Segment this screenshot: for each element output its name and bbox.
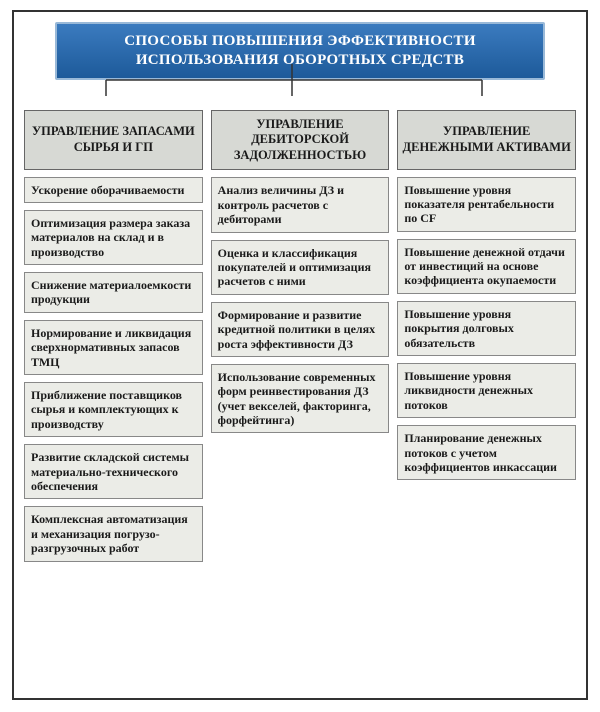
column-inventory: УПРАВЛЕНИЕ ЗАПАСАМИ СЫРЬЯ И ГП Ускорение… [24, 110, 203, 562]
column-header: УПРАВЛЕНИЕ ЗАПАСАМИ СЫРЬЯ И ГП [24, 110, 203, 170]
list-item: Приближение поставщиков сырья и комплект… [24, 382, 203, 437]
diagram-frame: СПОСОБЫ ПОВЫШЕНИЯ ЭФФЕКТИВНОСТИ ИСПОЛЬЗО… [12, 10, 588, 700]
list-item: Использование современных форм реинвести… [211, 364, 390, 434]
list-item: Оптимизация размера заказа материалов на… [24, 210, 203, 265]
list-item: Повышение денежной отдачи от инвестиций … [397, 239, 576, 294]
list-item: Планирование денежных потоков с учетом к… [397, 425, 576, 480]
column-header: УПРАВЛЕНИЕ ДЕБИТОРСКОЙ ЗАДОЛЖЕННОСТЬЮ [211, 110, 390, 171]
list-item: Ускорение оборачиваемости [24, 177, 203, 203]
main-title: СПОСОБЫ ПОВЫШЕНИЯ ЭФФЕКТИВНОСТИ ИСПОЛЬЗО… [55, 22, 545, 80]
columns-wrapper: УПРАВЛЕНИЕ ЗАПАСАМИ СЫРЬЯ И ГП Ускорение… [24, 110, 576, 562]
list-item: Повышение уровня покрытия долговых обяза… [397, 301, 576, 356]
list-item: Комплексная автоматизация и механизация … [24, 506, 203, 561]
list-item: Повышение уровня ликвидности денежных по… [397, 363, 576, 418]
column-receivables: УПРАВЛЕНИЕ ДЕБИТОРСКОЙ ЗАДОЛЖЕННОСТЬЮ Ан… [211, 110, 390, 562]
list-item: Нормирование и ликвидация сверхнормативн… [24, 320, 203, 375]
column-cash: УПРАВЛЕНИЕ ДЕНЕЖНЫМИ АКТИВАМИ Повышение … [397, 110, 576, 562]
list-item: Развитие складской системы материально-т… [24, 444, 203, 499]
list-item: Снижение материалоемкости продукции [24, 272, 203, 313]
list-item: Оценка и классификация покупателей и опт… [211, 240, 390, 295]
list-item: Формирование и развитие кредитной полити… [211, 302, 390, 357]
column-header: УПРАВЛЕНИЕ ДЕНЕЖНЫМИ АКТИВАМИ [397, 110, 576, 170]
list-item: Повышение уровня показателя рентабельнос… [397, 177, 576, 232]
list-item: Анализ величины ДЗ и контроль расчетов с… [211, 177, 390, 232]
